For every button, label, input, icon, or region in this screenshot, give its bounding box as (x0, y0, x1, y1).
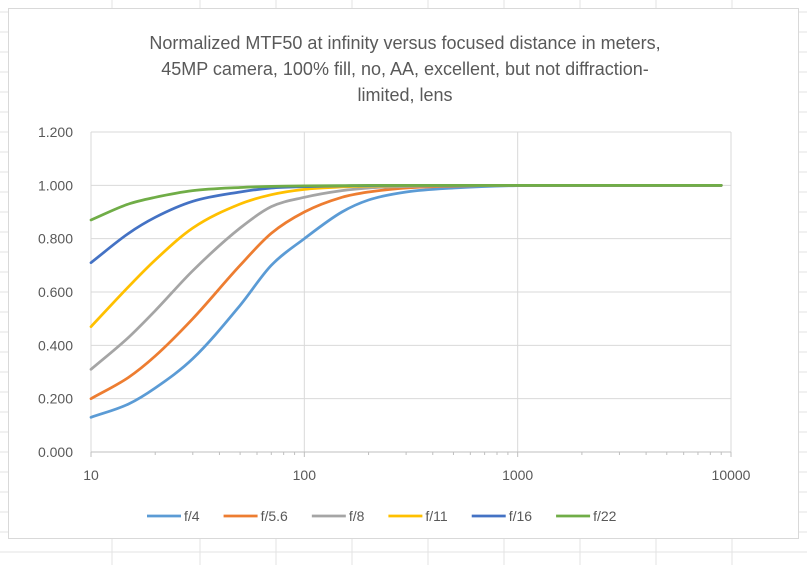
series-lines (89, 183, 723, 419)
x-tick-label: 100 (293, 467, 317, 483)
legend-label-f-16: f/16 (509, 508, 533, 524)
x-tick-label: 1000 (502, 467, 533, 483)
legend-label-f-4: f/4 (184, 508, 200, 524)
plot-gridlines (90, 131, 732, 453)
series-line-f-16[interactable] (89, 183, 723, 265)
chart-title: Normalized MTF50 at infinity versus focu… (149, 33, 660, 105)
legend-label-f-11: f/11 (425, 508, 448, 524)
legend: f/4 f/5.6 f/8 f/11 f/16 f/22 (147, 508, 617, 524)
series-line-f-22[interactable] (89, 183, 723, 222)
chart-frame[interactable]: Normalized MTF50 at infinity versus focu… (8, 8, 799, 539)
legend-label-f-22: f/22 (593, 508, 617, 524)
legend-label-f-8: f/8 (349, 508, 365, 524)
mtf50-line-chart: Normalized MTF50 at infinity versus focu… (38, 33, 751, 524)
x-tick-label: 10 (83, 467, 99, 483)
chart-title-line-3: limited, lens (357, 85, 452, 105)
series-line-f-8[interactable] (89, 183, 723, 371)
y-tick-label: 0.000 (38, 444, 73, 460)
y-tick-label: 0.200 (38, 391, 73, 407)
series-line-f-11[interactable] (89, 183, 723, 329)
x-tick-label: 10000 (712, 467, 751, 483)
y-tick-label: 1.200 (38, 124, 73, 140)
y-tick-label: 0.400 (38, 337, 73, 353)
chart-title-line-1: Normalized MTF50 at infinity versus focu… (149, 33, 660, 53)
series-line-f-4[interactable] (89, 183, 723, 419)
chart-title-line-2: 45MP camera, 100% fill, no, AA, excellen… (161, 59, 649, 79)
y-tick-label: 0.800 (38, 231, 73, 247)
axes: 0.000 0.200 0.400 0.600 0.800 1.000 1.200 10 100… (38, 124, 751, 483)
y-tick-label: 1.000 (38, 177, 73, 193)
y-tick-label: 0.600 (38, 284, 73, 300)
legend-label-f-5-6: f/5.6 (261, 508, 288, 524)
